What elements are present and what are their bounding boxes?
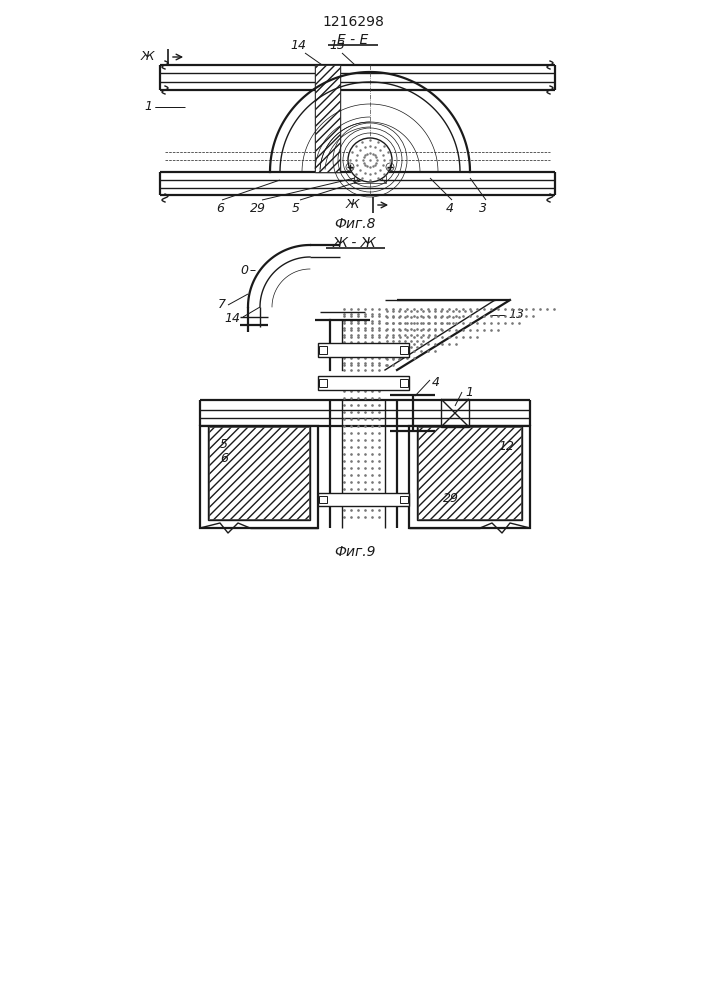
Text: 5: 5: [292, 202, 300, 215]
Text: 4: 4: [432, 375, 440, 388]
Bar: [315, 65, 340, 172]
Bar: [409, 426, 530, 528]
Text: 29: 29: [443, 491, 459, 504]
Bar: [318, 493, 409, 506]
Bar: [418, 427, 521, 519]
Bar: [354, 151, 386, 183]
Bar: [319, 379, 327, 387]
Bar: [400, 346, 408, 354]
Text: 29: 29: [250, 202, 266, 215]
Bar: [441, 399, 469, 427]
Text: 4: 4: [446, 202, 454, 215]
Bar: [400, 379, 408, 387]
Text: 13: 13: [329, 39, 345, 52]
Bar: [319, 346, 327, 354]
Text: Ж: Ж: [346, 198, 359, 212]
Text: 14: 14: [224, 312, 240, 324]
Text: Ж: Ж: [141, 50, 154, 64]
Text: 5: 5: [220, 438, 228, 452]
Bar: [200, 426, 318, 528]
Text: Фиг.8: Фиг.8: [334, 217, 375, 231]
Text: 13: 13: [508, 308, 524, 322]
Bar: [400, 496, 408, 503]
Text: 3: 3: [479, 202, 487, 215]
Bar: [417, 426, 522, 520]
Bar: [318, 376, 409, 390]
Text: Е - Е: Е - Е: [337, 33, 368, 47]
Text: Фиг.9: Фиг.9: [334, 545, 375, 559]
Text: 1: 1: [144, 101, 152, 113]
Text: 14: 14: [290, 39, 306, 52]
Bar: [315, 65, 340, 172]
Text: 6: 6: [216, 202, 224, 215]
Circle shape: [348, 138, 392, 182]
Bar: [208, 426, 310, 520]
Bar: [319, 496, 327, 503]
Text: 6: 6: [220, 452, 228, 466]
Text: 1: 1: [465, 385, 473, 398]
Bar: [209, 427, 309, 519]
Text: Ж - Ж: Ж - Ж: [333, 236, 377, 250]
Text: 7: 7: [218, 298, 226, 312]
Text: 0: 0: [240, 263, 248, 276]
Text: 12: 12: [498, 440, 514, 454]
Text: 1216298: 1216298: [322, 15, 384, 29]
Bar: [318, 343, 409, 357]
